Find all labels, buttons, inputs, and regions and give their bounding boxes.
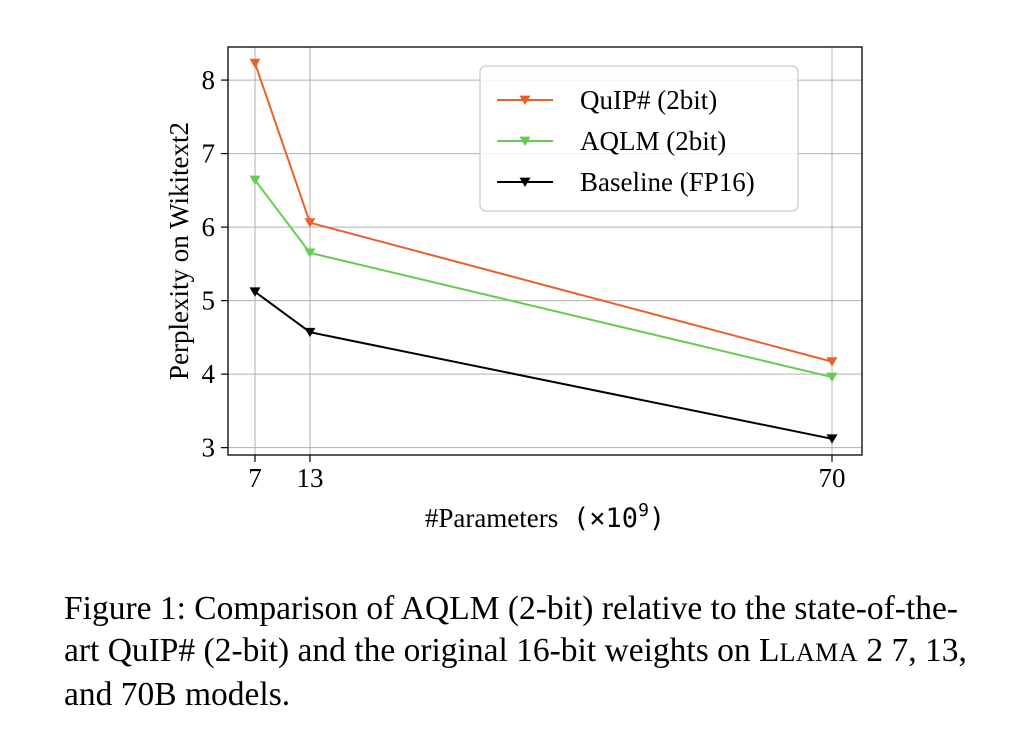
y-tick-label: 7 [202, 139, 216, 169]
legend: QuIP# (2bit) AQLM (2bit) Baseline (FP16) [479, 65, 799, 212]
series-3 [249, 287, 838, 444]
y-tick-label: 8 [202, 65, 216, 95]
x-tick-label: 70 [819, 463, 846, 493]
legend-label: Baseline (FP16) [580, 167, 755, 197]
series-1 [249, 58, 838, 367]
data-point-marker [249, 287, 261, 297]
series-line [254, 290, 833, 440]
x-axis-title-text: #Parameters [425, 503, 558, 533]
x-axis-unit-exponent: 9 [638, 500, 649, 521]
x-tick-label: 7 [248, 463, 262, 493]
x-axis-unit-prefix: (×10 [573, 503, 638, 534]
y-axis-title: Perplexity on Wikitext2 [164, 122, 194, 380]
legend-box [479, 65, 799, 212]
data-point-marker [249, 175, 261, 186]
data-point-marker [826, 434, 838, 444]
series-2 [249, 175, 838, 383]
data-point-marker [249, 58, 261, 69]
caption-llama-first: L [759, 632, 780, 669]
figure-caption: Figure 1: Comparison of AQLM (2-bit) rel… [64, 588, 984, 716]
legend-label: QuIP# (2bit) [580, 85, 717, 115]
legend-marker [519, 177, 531, 187]
data-point-marker [304, 218, 316, 228]
legend-marker [519, 136, 531, 146]
y-tick-label: 3 [202, 433, 216, 463]
axis-ticks: 3 4 5 6 7 8 7 13 70 [202, 65, 846, 493]
line-chart: 3 4 5 6 7 8 7 13 70 Perplexity on Wikitext2 #Par… [164, 46, 863, 534]
x-axis-title: #Parameters (×109) [425, 500, 665, 534]
caption-text: Figure 1: Comparison of AQLM (2-bit) rel… [64, 590, 959, 669]
caption-llama-rest: LAMA [779, 638, 859, 667]
data-point-marker [826, 372, 838, 383]
y-tick-label: 6 [202, 212, 216, 242]
plot-frame [227, 46, 863, 456]
legend-label: AQLM (2bit) [580, 126, 726, 156]
data-point-marker [304, 327, 316, 338]
y-tick-label: 5 [202, 286, 216, 316]
data-point-marker [826, 357, 838, 367]
y-tick-label: 4 [202, 359, 216, 389]
x-tick-label: 13 [296, 463, 323, 493]
data-point-marker [304, 248, 316, 258]
caption-suffix: 2 7, 13, and 70B models. [64, 632, 967, 713]
legend-marker [519, 95, 531, 105]
x-axis-unit-suffix: ) [649, 503, 665, 534]
series-layer [249, 58, 838, 444]
